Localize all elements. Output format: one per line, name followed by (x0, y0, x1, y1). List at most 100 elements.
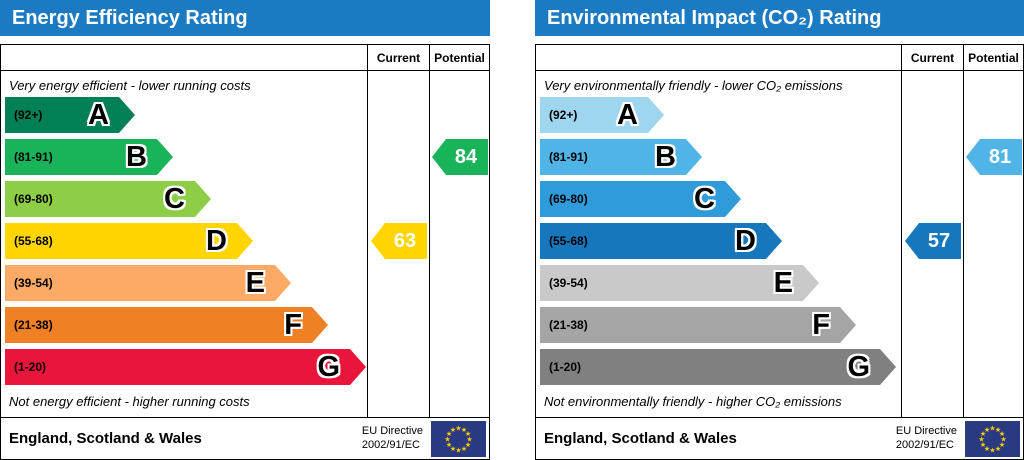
band-d: (55-68) D (5, 223, 253, 259)
svg-text:★: ★ (465, 441, 471, 449)
eu-flag-icon: ★ ★★★★★★★★★★★ (965, 420, 1020, 457)
svg-text:★: ★ (980, 441, 986, 449)
band-range: (21-38) (549, 318, 588, 332)
band-letter: G (847, 351, 870, 383)
potential-rating-value: 81 (988, 145, 1012, 168)
svg-text:★: ★ (989, 424, 995, 432)
band-range: (69-80) (549, 192, 588, 206)
band-letter: F (284, 309, 302, 341)
band-range: (21-38) (14, 318, 53, 332)
bottom-caption: Not environmentally friendly - higher CO… (544, 394, 842, 409)
band-letter: D (735, 225, 756, 257)
svg-text:★: ★ (446, 430, 452, 438)
band-letter: C (694, 183, 715, 215)
header-spacer (1, 45, 367, 71)
environmental-impact-panel: Environmental Impact (CO₂) Rating Curren… (535, 0, 1024, 460)
band-e: (39-54) E (540, 265, 819, 301)
band-e: (39-54) E (5, 265, 291, 301)
svg-text:★: ★ (999, 441, 1005, 449)
svg-text:★: ★ (980, 430, 986, 438)
band-letter: B (655, 141, 676, 173)
svg-text:★: ★ (446, 441, 452, 449)
potential-rating-indicator: 84 (432, 139, 488, 175)
band-range: (1-20) (14, 360, 47, 374)
potential-rating-value: 84 (454, 145, 478, 168)
band-range: (1-20) (549, 360, 582, 374)
band-letter: G (317, 351, 340, 383)
band-c: (69-80) C (540, 181, 741, 217)
current-column: 63 (367, 71, 429, 417)
eu-directive-label: EU Directive 2002/91/EC (362, 425, 423, 453)
eu-directive-line1: EU Directive (895, 424, 957, 437)
band-range: (55-68) (549, 234, 588, 248)
band-range: (39-54) (549, 276, 588, 290)
rating-bands: (92+) A (81-91) B (69-80) C (55-68) D (536, 97, 901, 385)
band-a: (92+) A (5, 97, 135, 133)
footer: England, Scotland & Wales EU Directive 2… (536, 417, 1023, 459)
svg-text:★: ★ (450, 445, 456, 453)
potential-rating-indicator: 81 (966, 139, 1022, 175)
svg-text:★: ★ (995, 426, 1001, 434)
band-range: (92+) (14, 108, 43, 122)
band-range: (39-54) (14, 276, 53, 290)
environmental-impact-title: Environmental Impact (CO₂) Rating (535, 0, 1024, 36)
eu-directive-line2: 2002/91/EC (361, 438, 420, 451)
energy-efficiency-chart: Current Potential Very energy efficient … (0, 44, 490, 460)
svg-text:★: ★ (455, 446, 461, 454)
band-letter: E (773, 267, 793, 299)
band-letter: E (245, 267, 265, 299)
svg-text:★: ★ (461, 426, 467, 434)
svg-text:★: ★ (984, 445, 990, 453)
header-spacer (536, 45, 901, 71)
bands-area: Very environmentally friendly - lower CO… (536, 71, 901, 417)
eu-directive-line1: EU Directive (361, 424, 423, 437)
top-caption: Very energy efficient - lower running co… (9, 78, 251, 93)
potential-column: 84 (429, 71, 489, 417)
band-letter: F (812, 309, 830, 341)
svg-text:★: ★ (444, 435, 450, 443)
svg-text:★: ★ (450, 426, 456, 434)
band-range: (55-68) (14, 234, 53, 248)
svg-text:★: ★ (1000, 435, 1006, 443)
band-range: (81-91) (549, 150, 588, 164)
band-range: (81-91) (14, 150, 53, 164)
band-f: (21-38) F (540, 307, 856, 343)
band-range: (69-80) (14, 192, 53, 206)
svg-text:★: ★ (989, 446, 995, 454)
eu-flag-background (965, 420, 1020, 457)
rating-bands: (92+) A (81-91) B (69-80) C (55-68) D (1, 97, 367, 385)
potential-column: 81 (963, 71, 1023, 417)
current-column: 57 (901, 71, 963, 417)
region-label: England, Scotland & Wales (544, 430, 737, 447)
svg-text:★: ★ (999, 430, 1005, 438)
band-b: (81-91) B (540, 139, 702, 175)
svg-text:★: ★ (461, 445, 467, 453)
band-c: (69-80) C (5, 181, 211, 217)
band-letter: D (206, 225, 227, 257)
band-g: (1-20) G (540, 349, 896, 385)
band-letter: B (126, 141, 147, 173)
svg-text:★: ★ (466, 435, 472, 443)
bottom-caption: Not energy efficient - higher running co… (9, 394, 250, 409)
region-label: England, Scotland & Wales (9, 430, 202, 447)
band-f: (21-38) F (5, 307, 328, 343)
current-rating-indicator: 63 (371, 223, 427, 259)
svg-text:★: ★ (984, 426, 990, 434)
band-letter: C (164, 183, 185, 215)
svg-text:★: ★ (978, 435, 984, 443)
eu-directive-label: EU Directive 2002/91/EC (896, 425, 957, 453)
top-caption: Very environmentally friendly - lower CO… (544, 78, 843, 93)
current-rating-value: 57 (927, 229, 951, 252)
eu-directive-line2: 2002/91/EC (895, 438, 954, 451)
svg-text:★: ★ (455, 424, 461, 432)
band-a: (92+) A (540, 97, 664, 133)
svg-text:★: ★ (465, 430, 471, 438)
potential-column-header: Potential (429, 45, 489, 71)
bands-area: Very energy efficient - lower running co… (1, 71, 367, 417)
environmental-impact-chart: Current Potential Very environmentally f… (535, 44, 1024, 460)
svg-text:★: ★ (995, 445, 1001, 453)
energy-efficiency-panel: Energy Efficiency Rating Current Potenti… (0, 0, 490, 460)
band-d: (55-68) D (540, 223, 782, 259)
energy-efficiency-title: Energy Efficiency Rating (0, 0, 490, 36)
